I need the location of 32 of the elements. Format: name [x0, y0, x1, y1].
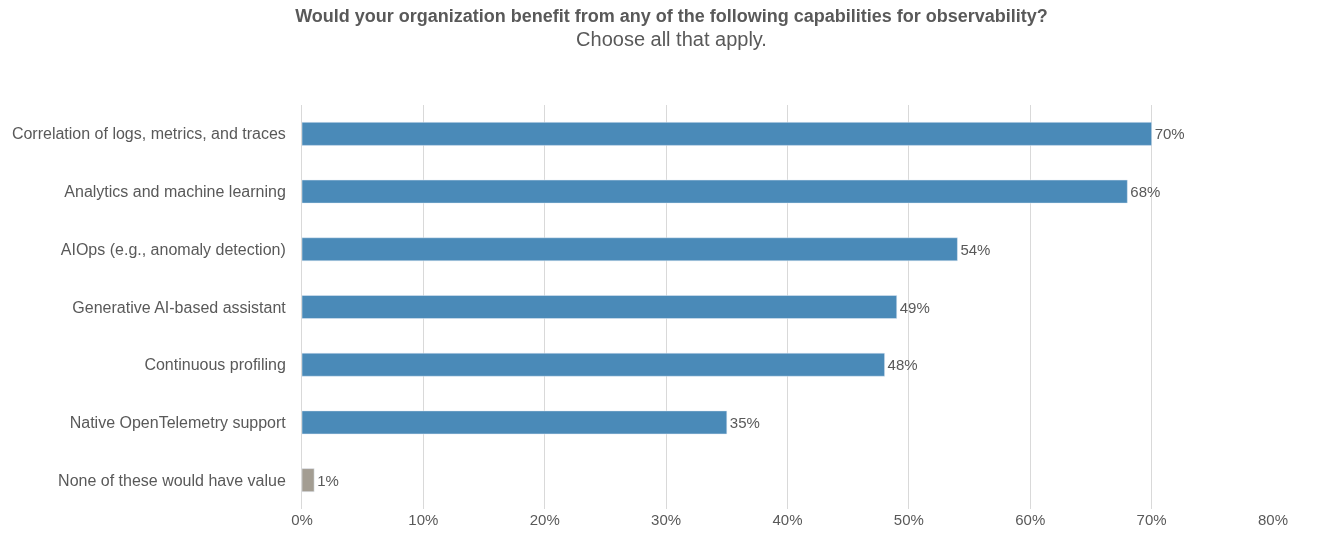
x-tick-label: 50%: [893, 511, 924, 528]
y-tick-label: AIOps (e.g., anomaly detection): [60, 240, 286, 258]
x-tick-label: 40%: [772, 511, 803, 528]
x-tick-label: 70%: [1136, 511, 1167, 528]
bar: [302, 410, 728, 435]
x-tick-label: 0%: [291, 511, 313, 528]
bar: [302, 237, 958, 262]
bar: [302, 295, 897, 319]
y-tick-label: Correlation of logs, metrics, and traces: [11, 125, 286, 143]
data-label: 49%: [899, 298, 930, 316]
x-tick-label: 60%: [1015, 511, 1046, 528]
x-tick-label: 80%: [1257, 511, 1289, 528]
data-label: 48%: [887, 356, 918, 374]
y-tick-label: Native OpenTelemetry support: [69, 414, 287, 432]
bar: [302, 179, 1128, 204]
data-label: 1%: [317, 471, 339, 489]
data-label: 68%: [1130, 183, 1161, 201]
data-label: 54%: [960, 240, 991, 258]
bar: [302, 352, 885, 377]
y-tick-label: Continuous profiling: [144, 356, 286, 374]
data-label: 35%: [729, 413, 760, 431]
x-tick-label: 10%: [408, 511, 439, 528]
chart-subtitle: Choose all that apply.: [576, 27, 767, 50]
chart-title: Would your organization benefit from any of the following capabilities for observability?: [295, 6, 1048, 27]
y-tick-label: None of these would have value: [58, 471, 286, 489]
x-tick-label: 20%: [529, 511, 560, 528]
bar: [302, 122, 1152, 146]
data-label: 70%: [1154, 125, 1185, 143]
y-tick-label: Generative AI-based assistant: [72, 298, 287, 316]
bar: [302, 468, 315, 492]
x-tick-label: 30%: [651, 511, 682, 528]
y-tick-label: Analytics and machine learning: [64, 183, 286, 201]
